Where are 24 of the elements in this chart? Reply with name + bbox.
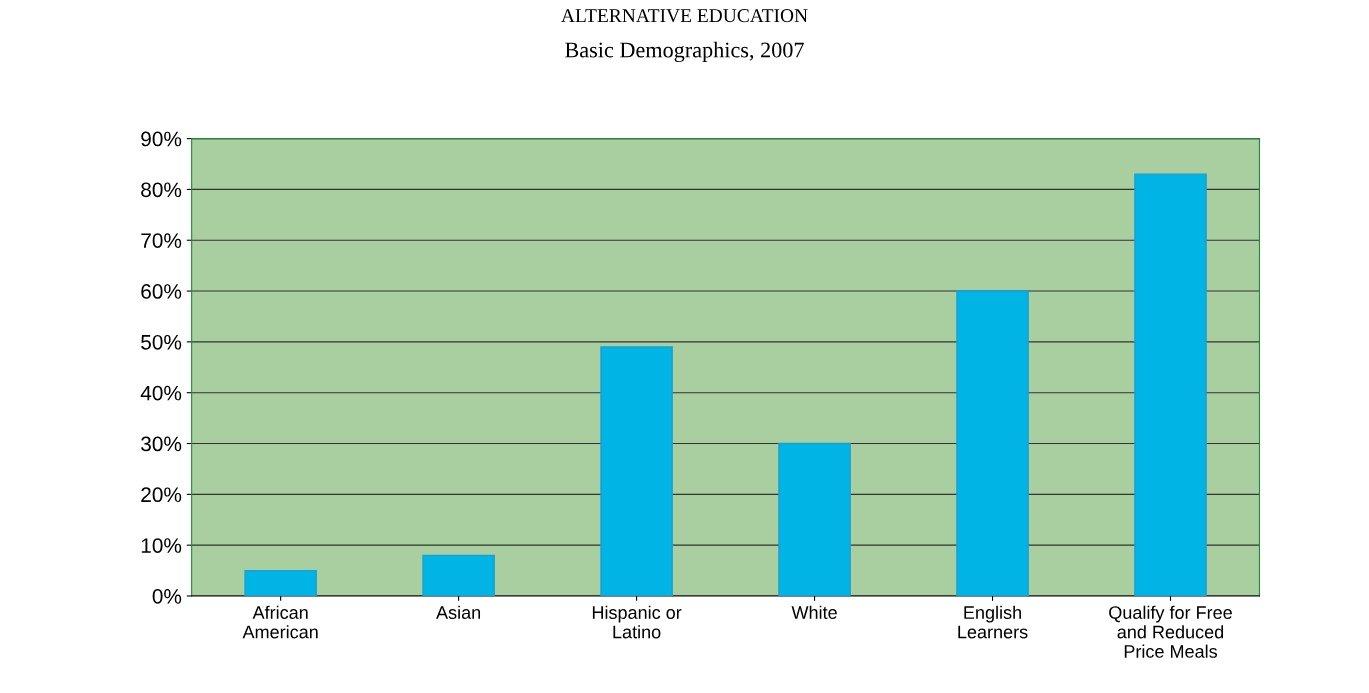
x-tick-label: White xyxy=(791,605,837,619)
x-tick-label: African American xyxy=(242,605,318,639)
chart-title: ALTERNATIVE EDUCATION xyxy=(561,9,808,23)
x-tick-label: Qualify for Free and Reduced Price Meals xyxy=(1109,605,1232,658)
y-tick-label: 40% xyxy=(140,385,182,401)
y-tick-label: 10% xyxy=(141,538,182,553)
x-tick-label: Asian xyxy=(436,605,481,619)
y-tick-label: 0% xyxy=(152,588,182,604)
y-tick-label: 50% xyxy=(141,334,182,350)
bar xyxy=(956,290,1029,596)
y-tick-label: 90% xyxy=(141,131,182,147)
bar xyxy=(1134,173,1207,596)
x-tick-label: English Learners xyxy=(958,605,1028,639)
y-tick-label: 70% xyxy=(141,233,182,248)
bar xyxy=(244,569,317,596)
y-tick-label: 30% xyxy=(141,436,182,452)
y-tick-label: 60% xyxy=(141,284,182,299)
bar xyxy=(778,442,851,596)
bar xyxy=(422,554,495,596)
y-tick-label: 20% xyxy=(141,487,182,503)
bar xyxy=(600,346,673,596)
x-tick-label: Hispanic or Latino xyxy=(592,605,682,639)
chart-subtitle: Basic Demographics, 2007 xyxy=(565,41,804,63)
y-tick-label: 80% xyxy=(141,182,182,198)
